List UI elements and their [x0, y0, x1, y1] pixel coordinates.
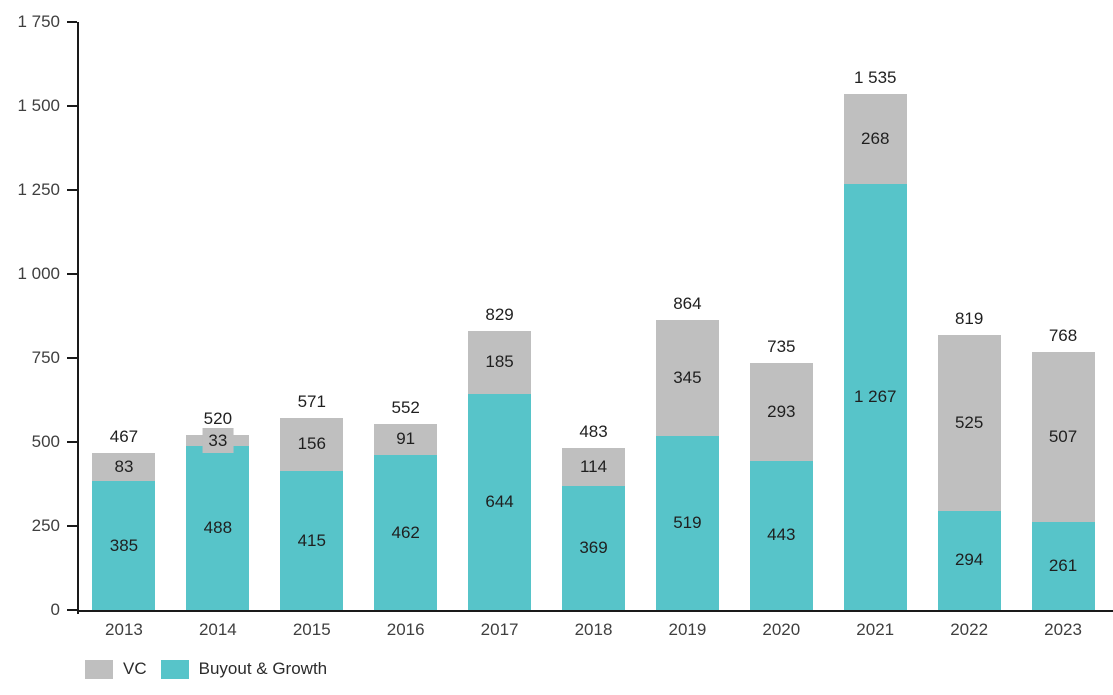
- bar-segment-vc: [468, 331, 532, 394]
- y-axis-tick-label: 750: [31, 348, 60, 367]
- y-axis-line: [77, 22, 79, 614]
- segment-label-vc: 33: [202, 427, 234, 453]
- x-axis-label: 2022: [950, 620, 989, 639]
- bar-segment-buyout-growth: [468, 393, 532, 610]
- bar-segment-buyout-growth: [280, 470, 344, 610]
- y-axis-tick-label: 1 750: [17, 12, 60, 31]
- x-axis-label: 2016: [386, 620, 425, 639]
- total-label: 819: [954, 308, 984, 328]
- segment-label-buyout-growth: 443: [767, 525, 796, 545]
- legend-label: VC: [123, 659, 147, 678]
- legend-swatch: [85, 659, 113, 679]
- segment-label-vc: 507: [1048, 426, 1078, 446]
- bar-segment-buyout-growth: [843, 184, 907, 610]
- segment-label-buyout-growth: 644: [485, 491, 514, 511]
- total-label: 768: [1048, 325, 1078, 345]
- segment-label-vc: 345: [673, 367, 702, 387]
- bar-segment-buyout-growth: [937, 511, 1001, 610]
- bar-segment-buyout-growth: [655, 435, 719, 610]
- chart-legend: VC Buyout & Growth: [85, 659, 327, 679]
- bar-segment-vc: [280, 418, 344, 471]
- y-axis-tick: [67, 21, 77, 23]
- segment-label-buyout-growth: 385: [109, 535, 139, 555]
- bar-segment-buyout-growth: [186, 446, 250, 610]
- y-axis-tick-label: 1 250: [17, 180, 60, 199]
- bar-segment-buyout-growth: [562, 486, 625, 610]
- y-axis-tick-label: 1 500: [17, 96, 60, 115]
- x-axis-label: 2018: [574, 620, 613, 639]
- bar-segment-buyout-growth: [92, 480, 156, 610]
- total-label: 467: [109, 426, 139, 446]
- bar-segment-vc: [92, 452, 156, 481]
- legend-item-vc: VC: [85, 659, 147, 679]
- y-axis-tick-label: 500: [31, 432, 60, 451]
- segment-label-buyout-growth: 462: [391, 522, 420, 542]
- bar-segment-vc: [937, 334, 1001, 512]
- x-axis-label: 2021: [856, 620, 895, 639]
- bar-segment-buyout-growth: [749, 461, 813, 610]
- bar-segment-buyout-growth: [1031, 522, 1095, 610]
- y-axis-tick: [67, 609, 77, 611]
- bar-segment-vc: [749, 362, 813, 462]
- x-axis-label: 2020: [762, 620, 801, 639]
- bar-segment-vc: [1031, 351, 1095, 523]
- y-axis-tick: [67, 189, 77, 191]
- legend-label: Buyout & Growth: [198, 659, 328, 678]
- x-axis-label: 2017: [480, 620, 519, 639]
- segment-label-buyout-growth: 294: [954, 550, 984, 570]
- bar-segment-vc: [843, 94, 907, 185]
- total-label: 483: [579, 421, 608, 441]
- x-axis-label: 2019: [668, 620, 707, 639]
- bar-segment-vc: [374, 424, 438, 455]
- segment-label-vc: 185: [485, 352, 514, 372]
- total-label: 735: [767, 336, 796, 356]
- segment-label-vc: 525: [954, 412, 984, 432]
- y-axis-tick: [67, 525, 77, 527]
- segment-label-vc: 293: [767, 401, 796, 421]
- y-axis-tick-label: 250: [31, 516, 60, 535]
- segment-label-buyout-growth: 415: [297, 530, 326, 550]
- y-axis-tick: [67, 441, 77, 443]
- segment-label-vc: 268: [861, 129, 890, 149]
- y-axis-tick: [67, 273, 77, 275]
- y-axis-tick: [67, 105, 77, 107]
- x-axis-label: 2023: [1044, 620, 1082, 639]
- x-axis-label: 2015: [292, 620, 331, 639]
- bar-segment-vc: [562, 447, 625, 486]
- segment-label-buyout-growth: 519: [673, 512, 702, 532]
- y-axis-tick-label: 0: [50, 600, 60, 619]
- total-label: 1 535: [853, 68, 897, 88]
- segment-label-buyout-growth: 488: [203, 518, 233, 538]
- total-label: 829: [485, 305, 514, 325]
- bar-segment-buyout-growth: [374, 454, 438, 610]
- total-label: 552: [391, 398, 420, 418]
- y-axis-tick-label: 1 000: [17, 264, 60, 283]
- segment-label-vc: 114: [579, 456, 608, 476]
- bar-segment-vc: [655, 319, 719, 436]
- segment-label-vc: 83: [114, 456, 134, 476]
- total-label: 864: [673, 293, 702, 313]
- legend-swatch: [160, 659, 189, 679]
- legend-item-buyout-growth: Buyout & Growth: [160, 659, 328, 679]
- total-label: 520: [203, 408, 233, 428]
- segment-label-buyout-growth: 261: [1048, 556, 1078, 576]
- x-axis-label: 2013: [105, 620, 143, 639]
- x-axis-line: [77, 610, 1113, 612]
- segment-label-vc: 91: [396, 429, 416, 449]
- segment-label-vc: 156: [297, 434, 326, 454]
- y-axis-tick: [67, 357, 77, 359]
- x-axis-label: 2014: [198, 620, 237, 639]
- total-label: 571: [297, 392, 326, 412]
- segment-label-buyout-growth: 1 267: [853, 387, 897, 407]
- segment-label-buyout-growth: 369: [579, 538, 608, 558]
